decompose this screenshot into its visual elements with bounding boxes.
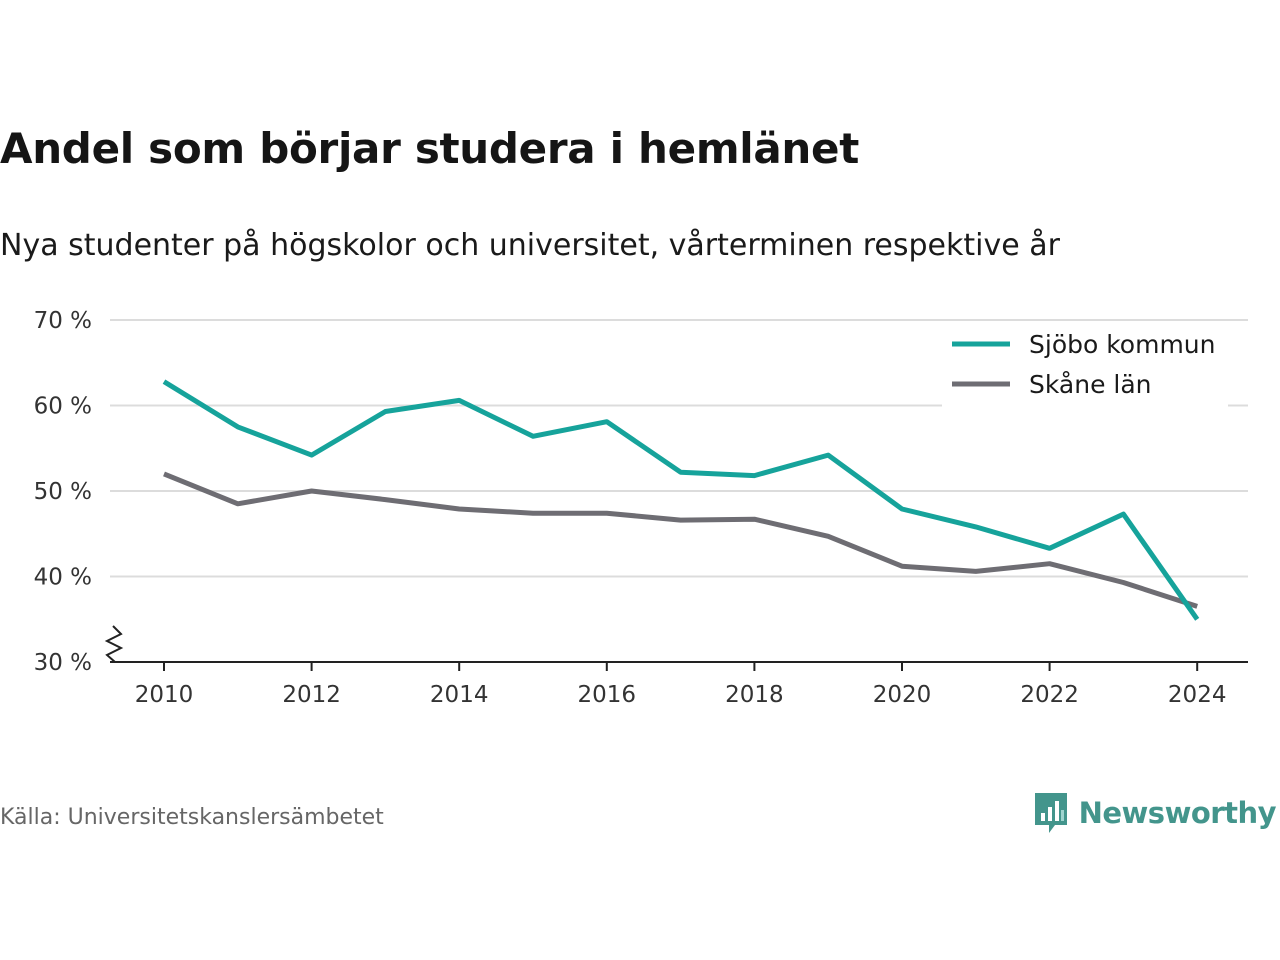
chart-title: Andel som börjar studera i hemlänet (0, 124, 859, 173)
y-tick-label: 70 % (34, 308, 92, 334)
y-tick-label: 60 % (34, 394, 92, 420)
y-tick-label: 40 % (34, 565, 92, 591)
x-tick-label: 2014 (430, 682, 489, 708)
chart-subtitle: Nya studenter på högskolor och universit… (0, 228, 1060, 263)
x-tick-label: 2016 (578, 682, 637, 708)
series-line (162, 379, 1200, 621)
brand-logo[interactable]: Newsworthy (1033, 790, 1277, 836)
legend: Sjöbo kommun Skåne län (942, 322, 1228, 408)
series-lines (162, 379, 1200, 621)
legend-label: Skåne län (1029, 370, 1152, 399)
legend-label: Sjöbo kommun (1029, 330, 1216, 359)
x-tick-label: 2012 (282, 682, 341, 708)
newsworthy-logo-icon (1034, 793, 1067, 833)
line-chart: 30 %40 %50 %60 %70 % 2010 2012 2014 2016 201… (34, 308, 1248, 708)
y-axis-ticks: 30 % 40 % 50 % 60 % 70 % (34, 308, 92, 676)
x-tick-label: 2022 (1020, 682, 1079, 708)
x-tick-label: 2010 (135, 682, 194, 708)
y-tick-label: 50 % (34, 479, 92, 505)
brand-name: Newsworthy (1078, 796, 1277, 830)
series-line (163, 471, 1198, 609)
x-tick-label: 2020 (873, 682, 932, 708)
x-tick-label: 2024 (1168, 682, 1227, 708)
y-tick-label: 30 % (34, 650, 92, 676)
source-note: Källa: Universitetskanslersämbetet (0, 805, 384, 830)
y-axis-break-mark (104, 625, 124, 663)
x-axis: 2010 2012 2014 2016 2018 2020 2022 2024 (104, 625, 1248, 708)
legend-box (942, 322, 1228, 408)
x-tick-label: 2018 (725, 682, 784, 708)
